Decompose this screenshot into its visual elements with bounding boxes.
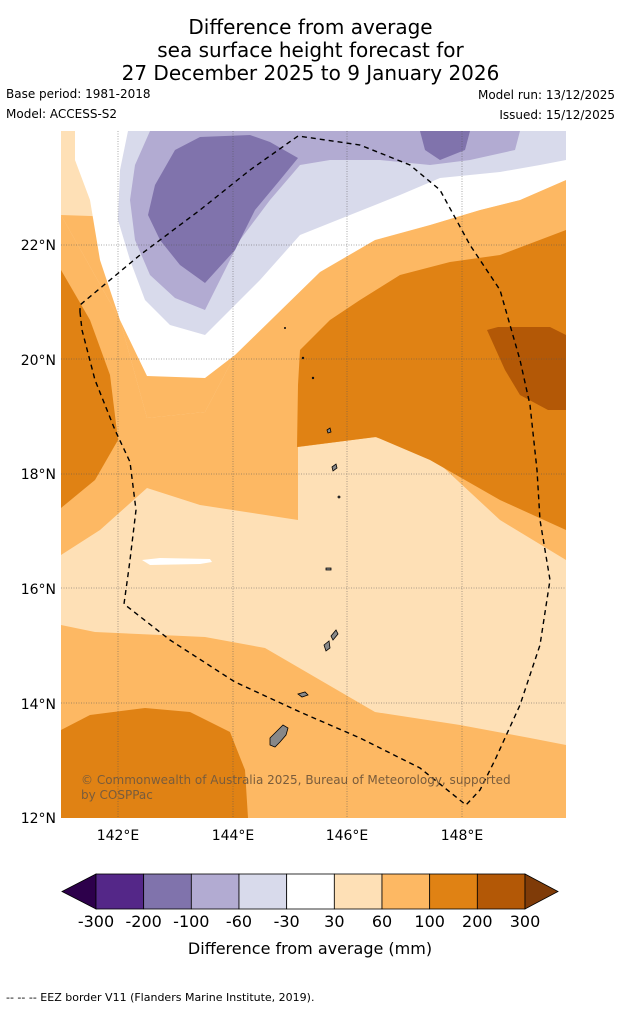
band-200-300 — [487, 327, 566, 410]
colorbar-tick-label: 30 — [324, 912, 344, 931]
colorbar-swatch — [286, 873, 335, 910]
lat-tick-18: 18°N — [21, 467, 56, 483]
colorbar-tick-label: 300 — [510, 912, 541, 931]
colorbar-swatch — [143, 873, 192, 910]
colorbar-tick-label: 100 — [414, 912, 445, 931]
forecast-map: © Commonwealth of Australia 2025, Bureau… — [21, 131, 566, 958]
lon-tick-144: 144°E — [212, 828, 255, 844]
issued-date: Issued: 15/12/2025 — [499, 108, 615, 122]
colorbar-swatch — [190, 873, 240, 910]
colorbar-tick-label: 60 — [372, 912, 392, 931]
colorbar-tick-label: 200 — [462, 912, 493, 931]
colorbar-swatch — [238, 873, 288, 910]
colorbar-swatch — [333, 873, 383, 910]
copyright-line-2: by COSPPac — [81, 788, 153, 802]
band-100-200-west — [61, 270, 118, 508]
pagan-island — [331, 463, 338, 472]
lat-tick-12: 12°N — [21, 811, 56, 827]
colorbar-swatch — [476, 873, 526, 910]
rota-island — [297, 691, 309, 698]
sea-height-contours — [61, 131, 566, 818]
tinian-island — [323, 640, 331, 652]
colorbar-extend-high — [524, 873, 559, 910]
lat-tick-16: 16°N — [21, 582, 56, 598]
lat-tick-20: 20°N — [21, 353, 56, 369]
maug-island — [301, 356, 305, 360]
colorbar-tick-label: -300 — [78, 912, 114, 931]
band-minus-200-minus-100-b — [420, 131, 470, 160]
colorbar-tick-label: -200 — [126, 912, 162, 931]
colorbar-tick-label: -60 — [226, 912, 252, 931]
copyright-line-1: © Commonwealth of Australia 2025, Bureau… — [81, 773, 511, 787]
agrihan-island — [326, 427, 332, 434]
eez-footer-note: -- -- -- EEZ border V11 (Flanders Marine… — [6, 991, 315, 1004]
neutral-patch — [142, 558, 212, 565]
band-minus-200-minus-100-a — [148, 135, 298, 283]
band-100-200-east — [297, 230, 566, 530]
eez-border — [79, 135, 551, 806]
lat-tick-14: 14°N — [21, 697, 56, 713]
colorbar-swatch — [95, 873, 145, 910]
lon-tick-142: 142°E — [97, 828, 140, 844]
lat-tick-22: 22°N — [21, 238, 56, 254]
colorbar-extend-low — [61, 873, 97, 910]
islands — [269, 326, 341, 748]
colorbar-tick-label: -30 — [274, 912, 300, 931]
asuncion-island — [311, 376, 315, 380]
title-line-2: sea surface height forecast for — [157, 38, 464, 62]
model-run: Model run: 13/12/2025 — [477, 88, 615, 102]
band-100-200-south — [61, 708, 248, 818]
lon-tick-146: 146°E — [326, 828, 369, 844]
colorbar-swatch — [429, 873, 478, 910]
alamagan-island — [337, 495, 341, 499]
guam-island — [269, 724, 289, 748]
base-period: Base period: 1981-2018 — [6, 87, 151, 101]
colorbar: -300 -200 -100 -60 -30 30 60 100 200 300 — [61, 873, 559, 931]
model-name: Model: ACCESS-S2 — [6, 107, 118, 121]
lon-tick-148: 148°E — [441, 828, 484, 844]
colorbar-tick-label: -100 — [173, 912, 209, 931]
colorbar-axis-label: Difference from average (mm) — [188, 939, 432, 958]
title-line-3: 27 December 2025 to 9 January 2026 — [121, 61, 500, 85]
anatahan-island — [325, 567, 332, 571]
colorbar-swatch — [381, 873, 431, 910]
gridlines — [61, 131, 566, 818]
title-line-1: Difference from average — [188, 15, 433, 39]
saipan-island — [330, 629, 339, 641]
uracas-island — [283, 326, 286, 329]
